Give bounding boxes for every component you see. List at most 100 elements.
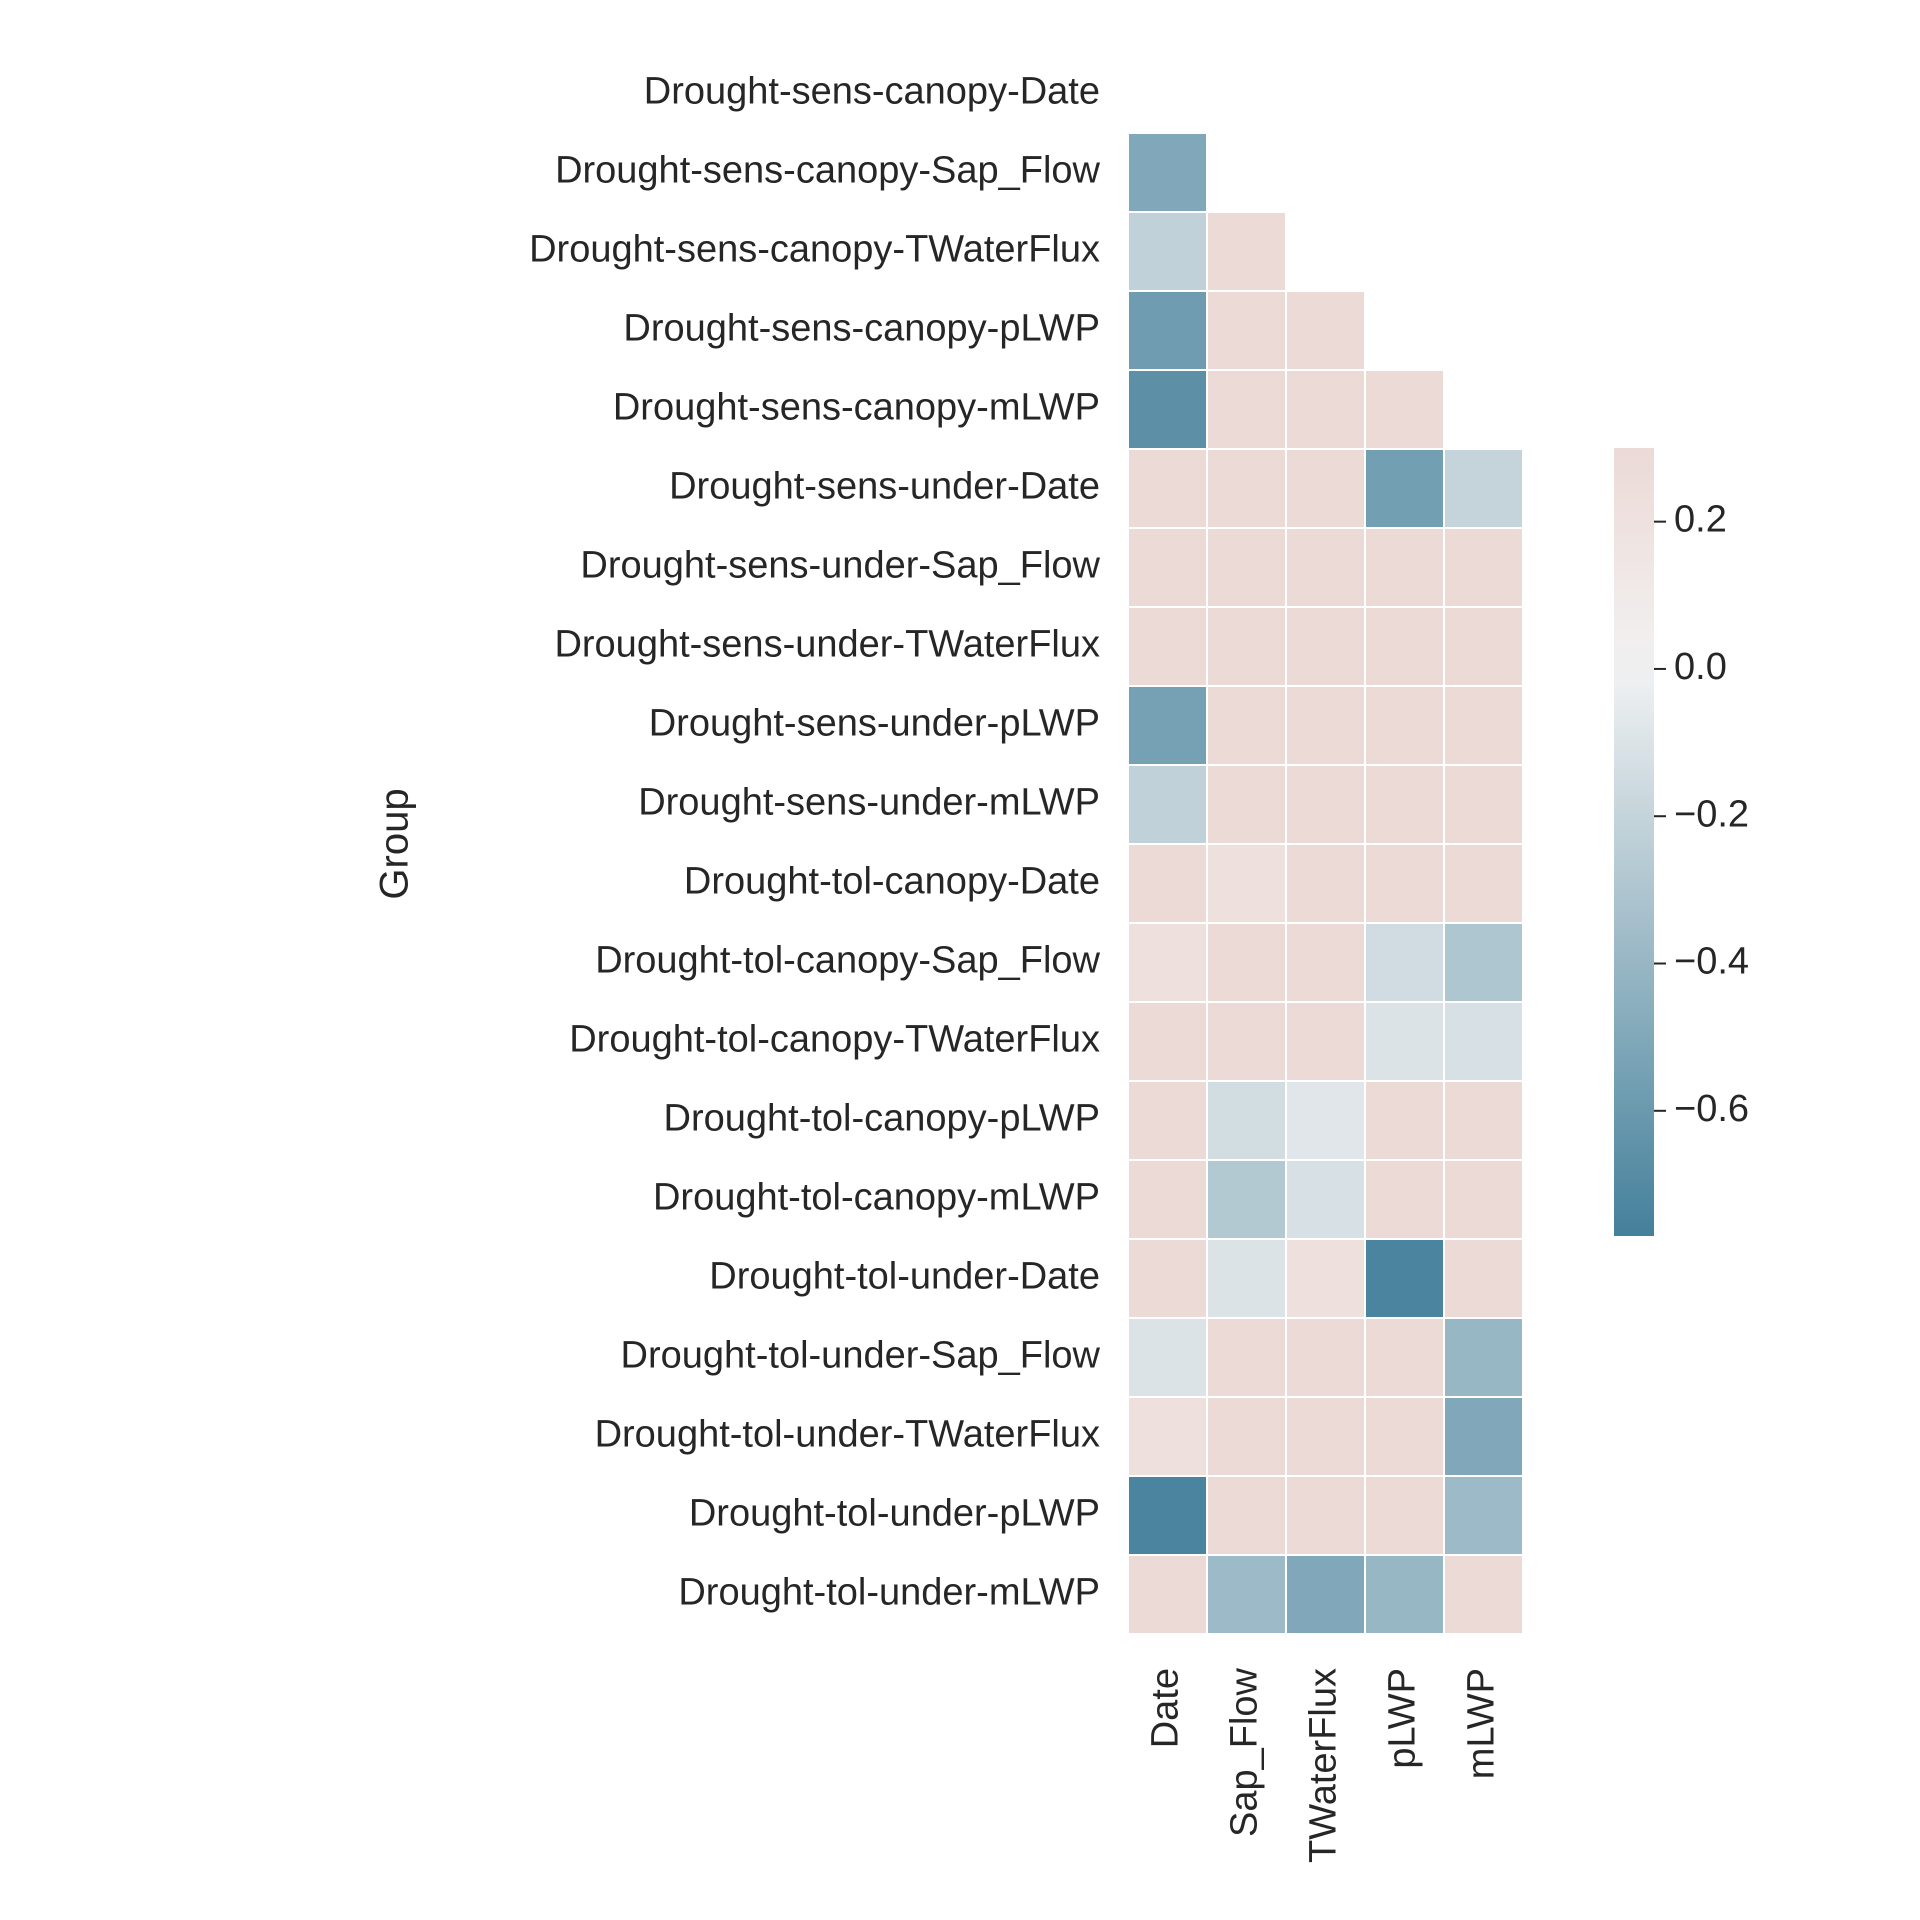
heatmap-cell [1443, 685, 1524, 766]
y-tick-label: Drought-tol-under-pLWP [689, 1493, 1100, 1535]
y-tick-label: Drought-tol-under-Date [709, 1256, 1100, 1298]
heatmap-cell [1364, 606, 1445, 687]
heatmap-cell [1443, 1159, 1524, 1240]
y-tick-label: Drought-sens-canopy-mLWP [613, 387, 1100, 429]
heatmap-cell [1127, 1080, 1208, 1161]
heatmap-cell [1443, 448, 1524, 529]
heatmap-cell [1127, 369, 1208, 450]
heatmap-cell [1443, 1080, 1524, 1161]
heatmap-cell [1443, 527, 1524, 608]
y-tick-label: Drought-sens-under-mLWP [638, 782, 1100, 824]
heatmap-cell [1127, 1317, 1208, 1398]
x-tick-label: TWaterFlux [1303, 1668, 1345, 1863]
heatmap-cell [1206, 1317, 1287, 1398]
colorbar-tick-label: 0.2 [1674, 499, 1727, 541]
heatmap-cell [1285, 922, 1366, 1003]
heatmap-cell [1285, 448, 1366, 529]
heatmap-cell [1127, 764, 1208, 845]
y-tick-label: Drought-tol-under-Sap_Flow [621, 1335, 1101, 1377]
heatmap-cell [1443, 1001, 1524, 1082]
heatmap-cell [1285, 1396, 1366, 1477]
heatmap-cell [1364, 1159, 1445, 1240]
heatmap-cell [1127, 922, 1208, 1003]
heatmap-cells [1127, 132, 1524, 1635]
heatmap-cell [1285, 527, 1366, 608]
heatmap-cell [1285, 1159, 1366, 1240]
colorbar-tick-label: −0.6 [1674, 1088, 1749, 1130]
y-tick-label: Drought-tol-canopy-TWaterFlux [569, 1019, 1100, 1061]
heatmap-cell [1443, 843, 1524, 924]
colorbar-tick-label: −0.4 [1674, 941, 1749, 983]
heatmap-cell [1206, 527, 1287, 608]
y-tick-labels: Drought-sens-canopy-Date Drought-sens-can… [529, 71, 1100, 1614]
heatmap-cell [1206, 1396, 1287, 1477]
heatmap-cell [1285, 1317, 1366, 1398]
heatmap-cell [1285, 606, 1366, 687]
heatmap-cell [1127, 1001, 1208, 1082]
heatmap-cell [1206, 1554, 1287, 1635]
heatmap-cell [1285, 1238, 1366, 1319]
heatmap-cell [1364, 1475, 1445, 1556]
heatmap-cell [1206, 1080, 1287, 1161]
heatmap-cell [1443, 1317, 1524, 1398]
heatmap-cell [1364, 843, 1445, 924]
y-tick-label: Drought-sens-under-Sap_Flow [580, 545, 1100, 587]
heatmap-cell [1285, 685, 1366, 766]
heatmap-cell [1364, 1001, 1445, 1082]
y-tick-label: Drought-sens-under-pLWP [649, 703, 1100, 745]
heatmap-cell [1364, 685, 1445, 766]
x-tick-label: pLWP [1382, 1668, 1424, 1769]
heatmap-cell [1206, 606, 1287, 687]
heatmap-cell [1364, 764, 1445, 845]
y-axis-label: Group [373, 788, 417, 899]
heatmap-cell [1285, 1475, 1366, 1556]
heatmap-cell [1443, 1475, 1524, 1556]
heatmap-cell [1285, 764, 1366, 845]
colorbar-tick-label: 0.0 [1674, 646, 1727, 688]
heatmap-cell [1285, 290, 1366, 371]
y-tick-label: Drought-sens-canopy-Sap_Flow [555, 150, 1100, 192]
y-tick-label: Drought-sens-canopy-Date [644, 71, 1100, 113]
y-tick-label: Drought-sens-under-TWaterFlux [554, 624, 1100, 666]
heatmap-cell [1127, 132, 1208, 213]
heatmap-cell [1127, 1475, 1208, 1556]
y-tick-label: Drought-sens-canopy-pLWP [623, 308, 1100, 350]
heatmap-cell [1127, 1159, 1208, 1240]
y-tick-label: Drought-sens-under-Date [669, 466, 1100, 508]
heatmap-cell [1206, 369, 1287, 450]
x-tick-label: Date [1145, 1668, 1187, 1748]
colorbar-tick-label: −0.2 [1674, 793, 1749, 835]
heatmap-cell [1285, 1001, 1366, 1082]
colorbar: 0.2 0.0 −0.2 −0.4 −0.6 [1614, 448, 1749, 1236]
heatmap-cell [1206, 685, 1287, 766]
y-tick-label: Drought-tol-under-mLWP [678, 1572, 1100, 1614]
heatmap-cell [1364, 527, 1445, 608]
heatmap-cell [1206, 1001, 1287, 1082]
heatmap-cell [1443, 1554, 1524, 1635]
heatmap-cell [1127, 843, 1208, 924]
heatmap-cell [1285, 1080, 1366, 1161]
y-tick-label: Drought-tol-canopy-Sap_Flow [595, 940, 1100, 982]
y-tick-label: Drought-tol-under-TWaterFlux [595, 1414, 1100, 1456]
heatmap-cell [1285, 843, 1366, 924]
heatmap-cell [1443, 1238, 1524, 1319]
y-tick-label: Drought-tol-canopy-pLWP [664, 1098, 1100, 1140]
heatmap-cell [1127, 1396, 1208, 1477]
heatmap-cell [1127, 211, 1208, 292]
heatmap-cell [1127, 290, 1208, 371]
y-tick-label: Drought-tol-canopy-Date [684, 861, 1100, 903]
y-tick-label: Drought-sens-canopy-TWaterFlux [529, 229, 1100, 271]
heatmap-cell [1443, 1396, 1524, 1477]
heatmap-cell [1443, 922, 1524, 1003]
heatmap-cell [1364, 1238, 1445, 1319]
heatmap-cell [1206, 1475, 1287, 1556]
heatmap-cell [1364, 448, 1445, 529]
heatmap-cell [1364, 369, 1445, 450]
colorbar-gradient [1614, 448, 1654, 1236]
heatmap-cell [1127, 527, 1208, 608]
heatmap-cell [1364, 922, 1445, 1003]
heatmap-cell [1206, 448, 1287, 529]
heatmap-cell [1127, 1238, 1208, 1319]
x-tick-label: mLWP [1461, 1668, 1503, 1779]
